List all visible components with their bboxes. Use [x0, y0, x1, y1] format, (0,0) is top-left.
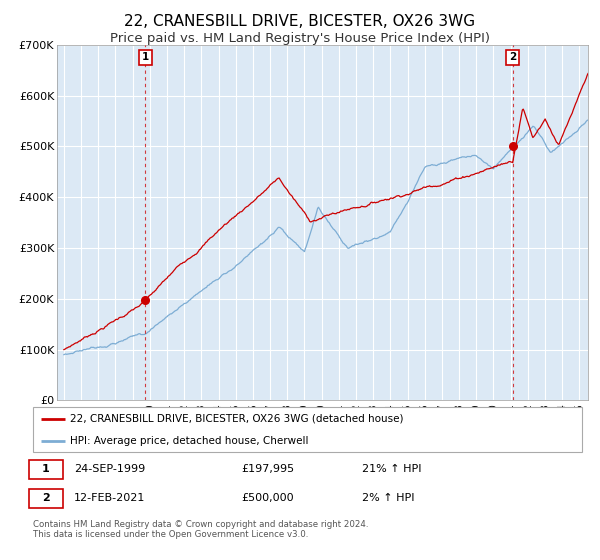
- Text: £500,000: £500,000: [242, 493, 294, 503]
- Text: 24-SEP-1999: 24-SEP-1999: [74, 464, 145, 474]
- Text: 1: 1: [142, 53, 149, 62]
- Text: 2% ↑ HPI: 2% ↑ HPI: [362, 493, 415, 503]
- Text: 21% ↑ HPI: 21% ↑ HPI: [362, 464, 422, 474]
- Text: HPI: Average price, detached house, Cherwell: HPI: Average price, detached house, Cher…: [70, 436, 309, 446]
- Text: 12-FEB-2021: 12-FEB-2021: [74, 493, 146, 503]
- Text: 22, CRANESBILL DRIVE, BICESTER, OX26 3WG (detached house): 22, CRANESBILL DRIVE, BICESTER, OX26 3WG…: [70, 414, 404, 424]
- Text: 2: 2: [509, 53, 517, 62]
- Text: 2: 2: [42, 493, 50, 503]
- Text: Price paid vs. HM Land Registry's House Price Index (HPI): Price paid vs. HM Land Registry's House …: [110, 32, 490, 45]
- Text: 22, CRANESBILL DRIVE, BICESTER, OX26 3WG: 22, CRANESBILL DRIVE, BICESTER, OX26 3WG: [124, 14, 476, 29]
- FancyBboxPatch shape: [33, 407, 582, 452]
- Text: Contains HM Land Registry data © Crown copyright and database right 2024.
This d: Contains HM Land Registry data © Crown c…: [33, 520, 368, 539]
- FancyBboxPatch shape: [29, 489, 62, 508]
- Text: £197,995: £197,995: [242, 464, 295, 474]
- Text: 1: 1: [42, 464, 50, 474]
- FancyBboxPatch shape: [29, 460, 62, 479]
